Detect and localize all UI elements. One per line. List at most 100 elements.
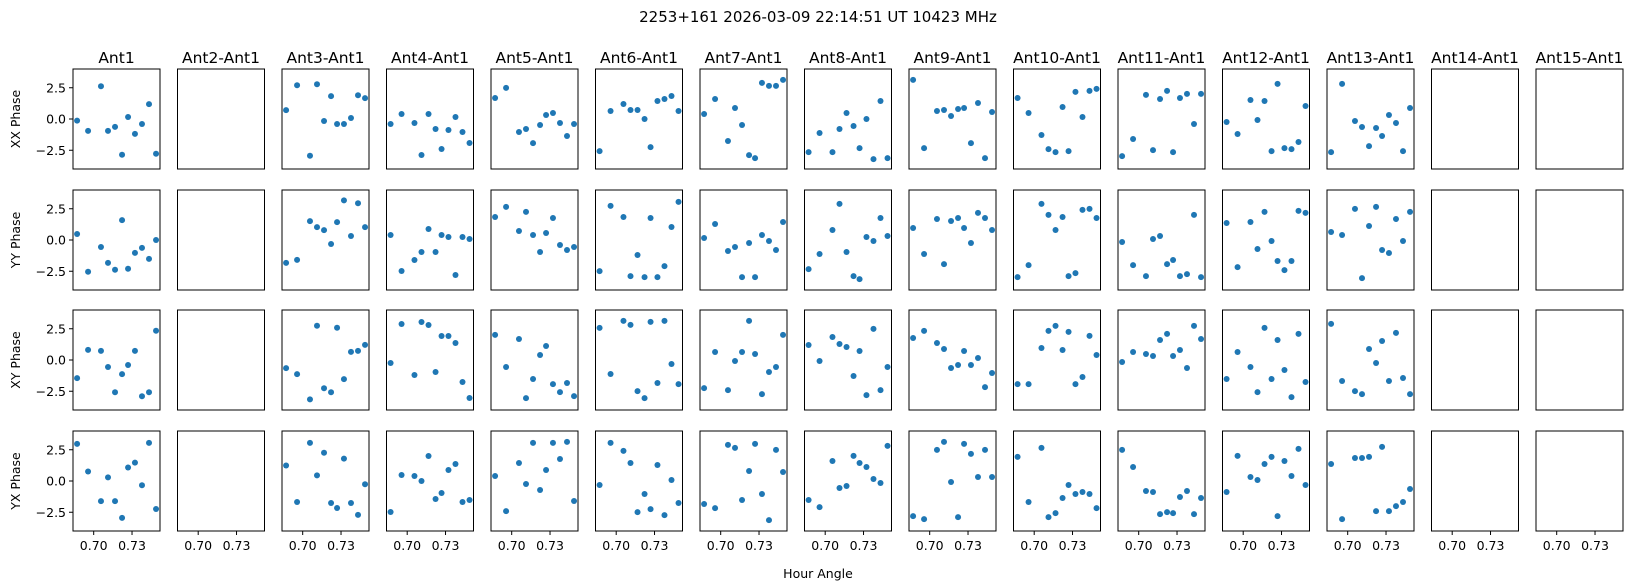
data-point — [85, 468, 92, 475]
data-point — [739, 122, 746, 128]
subplot-frame — [804, 430, 892, 532]
data-point — [675, 198, 682, 205]
data-point — [967, 450, 974, 457]
data-point — [362, 481, 369, 488]
data-point — [328, 241, 335, 247]
data-point — [294, 371, 301, 378]
data-point — [97, 244, 104, 250]
data-point — [765, 369, 772, 375]
data-point — [1119, 239, 1126, 245]
data-point — [564, 247, 571, 253]
data-point — [306, 396, 313, 403]
data-point — [314, 81, 321, 88]
data-point — [1157, 233, 1164, 239]
data-point — [515, 336, 522, 342]
data-point — [1373, 125, 1380, 131]
data-point — [1295, 330, 1302, 337]
data-point — [843, 344, 850, 350]
data-point — [850, 123, 857, 129]
subplot-frame — [1222, 68, 1310, 170]
data-point — [1339, 378, 1346, 384]
data-point — [112, 123, 119, 130]
x-tick-label: 0.73 — [1163, 538, 1191, 553]
data-point — [1328, 461, 1335, 467]
data-point — [411, 120, 418, 126]
subplot-frame — [490, 68, 579, 170]
subplot-frame — [281, 309, 370, 411]
data-point — [523, 481, 530, 487]
data-point — [1086, 332, 1093, 339]
data-point — [675, 381, 682, 388]
x-tick-label: 0.73 — [223, 538, 251, 553]
subplot-frame — [1535, 68, 1624, 170]
data-point — [1025, 381, 1032, 388]
data-point — [1261, 98, 1268, 104]
data-point — [452, 114, 459, 120]
y-tick-label: −2.5 — [36, 264, 66, 279]
data-point — [1328, 320, 1335, 327]
data-point — [877, 215, 884, 221]
data-point — [661, 512, 668, 519]
data-point — [1142, 351, 1149, 357]
data-point — [97, 347, 104, 354]
data-point — [146, 255, 153, 262]
data-point — [982, 446, 989, 453]
subplot-frame — [1535, 430, 1624, 532]
data-point — [432, 369, 439, 375]
data-point — [1366, 223, 1373, 229]
data-point — [701, 385, 708, 392]
subplot-frame — [1222, 309, 1310, 411]
x-tick-label: 0.70 — [602, 538, 630, 553]
data-point — [1157, 337, 1164, 343]
panel-title: Ant7-Ant1 — [705, 49, 783, 67]
data-point — [131, 130, 138, 137]
data-point — [1247, 97, 1254, 103]
data-point — [634, 509, 641, 516]
data-point — [1274, 258, 1281, 264]
data-point — [948, 479, 955, 485]
data-point — [1191, 322, 1198, 329]
data-point — [921, 516, 928, 523]
data-point — [283, 107, 290, 114]
data-point — [125, 362, 132, 368]
data-point — [347, 115, 354, 121]
subplot-frame — [1117, 309, 1206, 411]
data-point — [1373, 360, 1380, 366]
data-point — [1223, 220, 1230, 226]
data-point — [1130, 262, 1137, 269]
panel-title: Ant1 — [98, 49, 134, 67]
data-point — [1183, 365, 1190, 371]
subplot-frame — [908, 68, 997, 170]
x-tick-label: 0.73 — [954, 538, 982, 553]
data-point — [1385, 112, 1392, 118]
data-point — [933, 108, 940, 114]
data-point — [1351, 455, 1358, 461]
data-point — [503, 364, 510, 370]
data-point — [805, 342, 812, 348]
data-point — [620, 214, 627, 220]
data-point — [773, 82, 780, 89]
subplot-frame — [177, 189, 265, 291]
data-point — [647, 215, 654, 221]
data-point — [961, 440, 968, 447]
data-point — [863, 464, 870, 470]
data-point — [466, 140, 473, 146]
data-point — [1198, 495, 1205, 501]
data-point — [418, 478, 425, 484]
data-point — [765, 82, 772, 89]
data-point — [910, 225, 917, 231]
data-point — [982, 155, 989, 162]
data-point — [1086, 491, 1093, 497]
data-point — [863, 116, 870, 122]
y-axis-label: YY Phase — [8, 211, 23, 269]
subplot-frame — [1222, 189, 1310, 291]
data-point — [752, 155, 759, 162]
data-point — [773, 364, 780, 370]
data-point — [884, 155, 891, 162]
data-point — [1038, 132, 1045, 138]
x-tick-label: 0.73 — [1581, 538, 1609, 553]
data-point — [1045, 327, 1052, 334]
data-point — [466, 497, 473, 503]
data-point — [1351, 205, 1358, 212]
data-point — [1065, 273, 1072, 280]
